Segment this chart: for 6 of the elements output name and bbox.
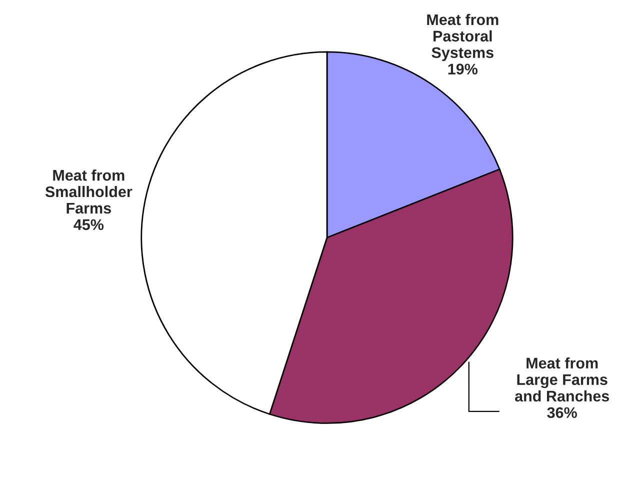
slice-label: Meat from Pastoral Systems	[427, 14, 498, 62]
data-label: 36%	[547, 407, 577, 418]
slice-label: Meat from Smallholder Farms	[45, 169, 132, 214]
data-label: 45%	[74, 219, 104, 230]
slice-label: Meat from Large Farms and Ranches	[515, 357, 610, 402]
data-label: 19%	[448, 64, 478, 74]
